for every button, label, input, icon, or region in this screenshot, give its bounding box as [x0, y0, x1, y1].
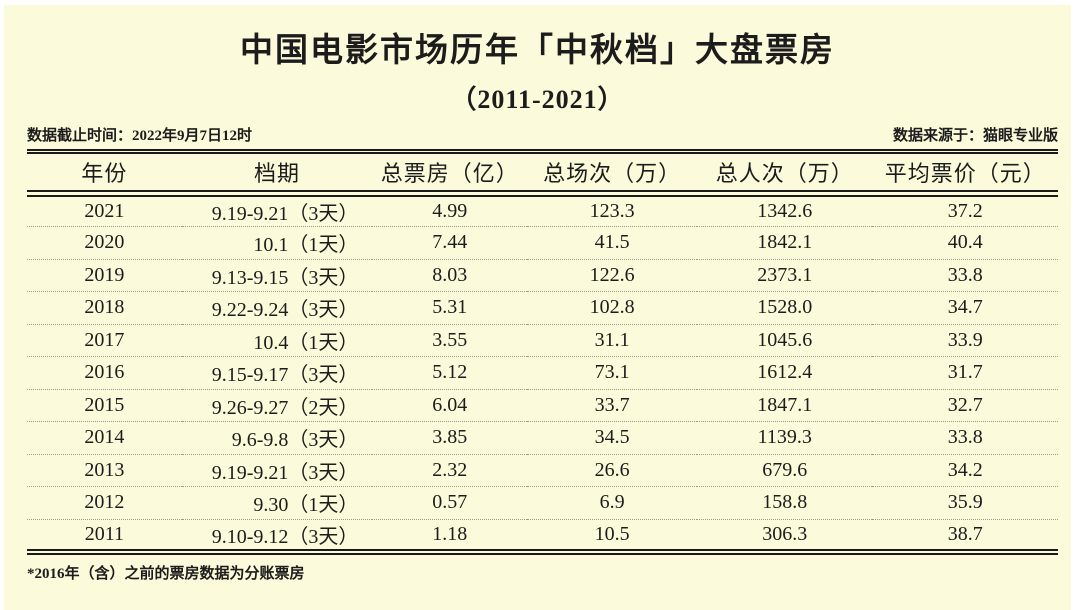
- cell-year: 2020: [84, 231, 125, 254]
- cell-total-admissions: 306.3: [762, 522, 808, 545]
- cell-total-box-office: 8.03: [432, 263, 468, 286]
- cell-avg-ticket-price: 33.8: [947, 263, 983, 286]
- header-row: 年份 档期 总票房（亿） 总场次（万） 总人次（万） 平均票价（元）: [27, 152, 1058, 194]
- header-total-screenings: 总场次（万）: [543, 161, 682, 186]
- cell-total-admissions: 1528.0: [757, 296, 813, 319]
- cell-avg-ticket-price: 32.7: [947, 393, 983, 416]
- cell-total-box-office: 1.18: [432, 522, 468, 545]
- cell-total-screenings: 41.5: [594, 231, 630, 254]
- cell-date-range: 9.26-9.27（2天）: [211, 396, 359, 419]
- cell-avg-ticket-price: 33.8: [947, 426, 983, 449]
- cell-year: 2015: [84, 393, 125, 416]
- cell-year: 2019: [84, 263, 125, 286]
- cell-date-range: 9.6-9.8（3天）: [231, 429, 359, 452]
- cell-total-screenings: 73.1: [594, 361, 630, 384]
- header-total-admissions: 总人次（万）: [715, 161, 854, 186]
- cell-total-box-office: 2.32: [432, 458, 468, 481]
- cell-total-screenings: 10.5: [594, 522, 630, 545]
- header-avg-ticket-price: 平均票价（元）: [884, 161, 1046, 186]
- cell-total-screenings: 102.8: [589, 296, 635, 319]
- page-title: 中国电影市场历年「中秋档」大盘票房: [240, 33, 835, 69]
- cell-total-admissions: 1842.1: [757, 231, 813, 254]
- cell-avg-ticket-price: 33.9: [947, 328, 983, 351]
- cell-total-screenings: 31.1: [594, 328, 630, 351]
- cell-total-screenings: 123.3: [589, 200, 635, 222]
- table-row: 2011 9.10-9.12（3天） 1.18 10.5 306.3 38.7: [27, 519, 1058, 552]
- cell-date-range: 9.10-9.12（3天）: [211, 525, 359, 548]
- cell-total-box-office: 4.99: [432, 200, 468, 222]
- poster-panel: 中国电影市场历年「中秋档」大盘票房 （2011-2021） 数据截止时间：202…: [4, 5, 1071, 610]
- meta-row: 数据截止时间：2022年9月7日12时 数据来源于：猫眼专业版: [27, 124, 1058, 145]
- cell-total-admissions: 1342.6: [757, 200, 813, 222]
- cell-year: 2018: [84, 296, 125, 319]
- cell-year: 2013: [84, 458, 125, 481]
- header-total-box-office: 总票房（亿）: [380, 161, 519, 186]
- cell-year: 2017: [84, 328, 125, 351]
- cell-total-admissions: 158.8: [762, 491, 808, 514]
- cell-date-range: 10.4（1天）: [253, 331, 359, 354]
- cell-total-box-office: 6.04: [432, 393, 468, 416]
- table-row: 2015 9.26-9.27（2天） 6.04 33.7 1847.1 32.7: [27, 389, 1058, 422]
- cell-avg-ticket-price: 38.7: [947, 522, 983, 545]
- table-row: 2014 9.6-9.8（3天） 3.85 34.5 1139.3 33.8: [27, 421, 1058, 455]
- cell-avg-ticket-price: 34.7: [947, 296, 983, 319]
- cell-total-screenings: 34.5: [594, 426, 630, 449]
- table-row: 2016 9.15-9.17（3天） 5.12 73.1 1612.4 31.7: [27, 356, 1058, 390]
- cell-date-range: 9.19-9.21（3天）: [211, 461, 359, 484]
- cell-total-box-office: 7.44: [432, 231, 468, 254]
- cell-total-screenings: 33.7: [594, 393, 630, 416]
- cell-avg-ticket-price: 37.2: [947, 200, 983, 222]
- cell-total-box-office: 0.57: [432, 491, 468, 514]
- table-body: 2021 9.19-9.21（3天） 4.99 123.3 1342.6 37.2 2020…: [27, 194, 1058, 552]
- table-row: 2013 9.19-9.21（3天） 2.32 26.6 679.6 34.2: [27, 454, 1058, 487]
- cell-total-admissions: 1847.1: [757, 393, 813, 416]
- cell-total-screenings: 26.6: [594, 458, 630, 481]
- cell-date-range: 10.1（1天）: [253, 234, 359, 257]
- cell-date-range: 9.19-9.21（3天）: [211, 203, 359, 225]
- cell-total-screenings: 6.9: [599, 491, 625, 514]
- box-office-table: 年份 档期 总票房（亿） 总场次（万） 总人次（万） 平均票价（元） 2021 9…: [27, 149, 1058, 555]
- cell-avg-ticket-price: 40.4: [947, 231, 983, 254]
- cell-total-admissions: 1139.3: [757, 426, 812, 449]
- cell-total-admissions: 2373.1: [757, 263, 813, 286]
- cell-total-box-office: 5.12: [432, 361, 468, 384]
- header-date-range: 档期: [254, 161, 301, 186]
- cell-total-admissions: 1045.6: [757, 328, 813, 351]
- cell-year: 2011: [84, 522, 124, 545]
- cell-year: 2014: [84, 426, 125, 449]
- data-source: 数据来源于：猫眼专业版: [892, 128, 1058, 144]
- cell-total-box-office: 3.85: [432, 426, 468, 449]
- data-cutoff-time: 数据截止时间：2022年9月7日12时: [27, 128, 253, 144]
- cell-total-admissions: 679.6: [762, 458, 808, 481]
- cell-date-range: 9.30（1天）: [253, 494, 359, 517]
- cell-total-admissions: 1612.4: [757, 361, 813, 384]
- table-row: 2017 10.4（1天） 3.55 31.1 1045.6 33.9: [27, 324, 1058, 357]
- table-row: 2012 9.30（1天） 0.57 6.9 158.8 35.9: [27, 486, 1058, 520]
- table-header: 年份 档期 总票房（亿） 总场次（万） 总人次（万） 平均票价（元）: [27, 152, 1058, 194]
- footnote: *2016年（含）之前的票房数据为分账票房: [27, 565, 305, 582]
- cell-date-range: 9.13-9.15（3天）: [211, 266, 359, 289]
- cell-avg-ticket-price: 31.7: [947, 361, 983, 384]
- table-row: 2018 9.22-9.24（3天） 5.31 102.8 1528.0 34.7: [27, 291, 1058, 325]
- cell-year: 2021: [84, 200, 125, 222]
- cell-total-screenings: 122.6: [589, 263, 635, 286]
- table-row: 2019 9.13-9.15（3天） 8.03 122.6 2373.1 33.8: [27, 259, 1058, 292]
- cell-avg-ticket-price: 35.9: [947, 491, 983, 514]
- cell-year: 2016: [84, 361, 125, 384]
- cell-total-box-office: 3.55: [432, 328, 468, 351]
- header-year: 年份: [81, 161, 128, 186]
- cell-total-box-office: 5.31: [432, 296, 468, 319]
- table-row: 2020 10.1（1天） 7.44 41.5 1842.1 40.4: [27, 226, 1058, 260]
- cell-date-range: 9.15-9.17（3天）: [211, 364, 359, 387]
- cell-year: 2012: [84, 491, 125, 514]
- cell-date-range: 9.22-9.24（3天）: [211, 299, 359, 322]
- page-subtitle: （2011-2021）: [450, 85, 625, 114]
- table-container: 年份 档期 总票房（亿） 总场次（万） 总人次（万） 平均票价（元） 2021 9…: [27, 149, 1058, 555]
- table-row: 2021 9.19-9.21（3天） 4.99 123.3 1342.6 37.2: [27, 194, 1058, 227]
- cell-avg-ticket-price: 34.2: [947, 458, 983, 481]
